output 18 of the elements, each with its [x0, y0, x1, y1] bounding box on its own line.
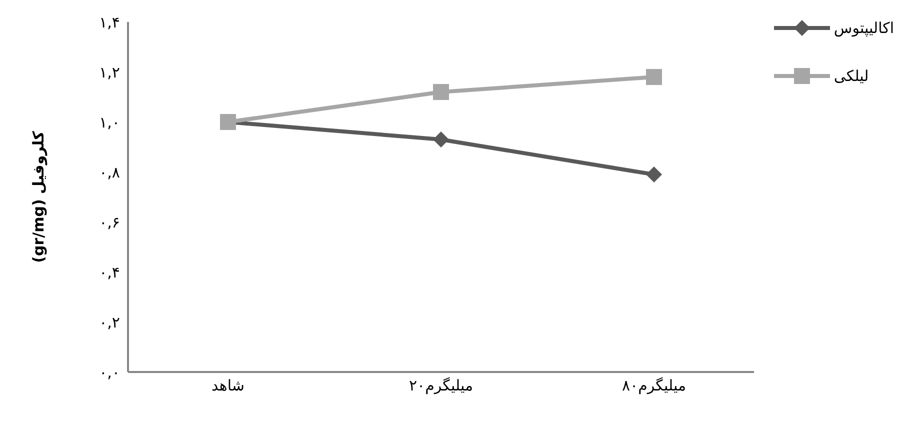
y-tick-label: ۱,۲ [99, 63, 120, 82]
point [646, 166, 662, 182]
point [433, 84, 449, 100]
y-tick-label: ۰,۰ [99, 363, 120, 382]
x-tick-label: ۸۰میلیگرم [622, 376, 686, 395]
y-tick-label: ۱,۴ [99, 13, 120, 32]
y-tick-label: ۰,۲ [99, 313, 120, 332]
legend-label: اکالیپتوس [834, 19, 894, 37]
x-tick-label: ۲۰میلیگرم [408, 376, 474, 395]
point [433, 132, 449, 148]
y-tick-label: ۰,۴ [99, 263, 120, 282]
legend-label: لیلکی [834, 67, 869, 85]
y-tick-label: ۰,۶ [99, 213, 120, 232]
x-tick-label: شاهد [212, 376, 244, 395]
point [646, 69, 662, 85]
y-tick-label: ۱,۰ [99, 113, 120, 132]
y-axis-title: کلروفیل (gr/mg) [29, 130, 48, 263]
y-tick-label: ۰,۸ [99, 163, 120, 182]
